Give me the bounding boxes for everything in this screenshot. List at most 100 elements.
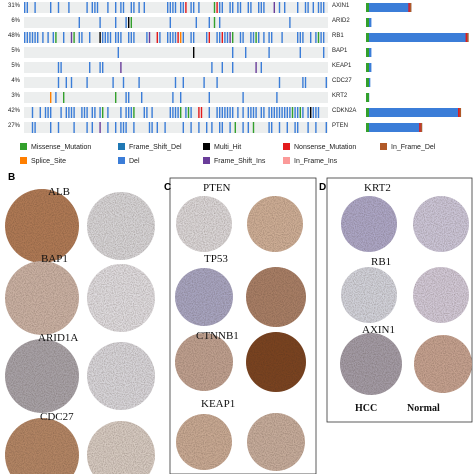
onco-alteration <box>268 107 270 118</box>
onco-alteration <box>120 107 122 118</box>
onco-alteration <box>47 32 49 43</box>
onco-alteration <box>120 122 122 133</box>
gene-krt2: KRT2 <box>332 93 348 99</box>
onco-alteration <box>315 107 317 118</box>
onco-alteration <box>193 47 195 58</box>
onco-alteration <box>323 32 325 43</box>
onco-alteration <box>57 2 60 13</box>
onco-bar-missense <box>366 33 369 42</box>
onco-alteration <box>65 107 67 118</box>
onco-alteration <box>143 107 145 118</box>
onco-alteration <box>180 2 182 13</box>
onco-alteration <box>57 62 60 73</box>
onco-alteration <box>239 2 242 13</box>
onco-alteration <box>198 2 200 13</box>
onco-alteration <box>180 107 182 118</box>
onco-alteration <box>86 122 88 133</box>
onco-alteration <box>133 32 135 43</box>
onco-alteration <box>31 107 34 118</box>
onco-alteration <box>86 77 88 88</box>
onco-alteration <box>206 32 208 43</box>
onco-alteration <box>107 107 109 118</box>
onco-alteration <box>232 107 234 118</box>
onco-alteration <box>94 2 96 13</box>
onco-alteration <box>198 122 200 133</box>
onco-alteration <box>115 32 117 43</box>
onco-alteration <box>117 47 119 58</box>
label-alb: ALB <box>48 186 70 198</box>
onco-alteration <box>216 2 218 13</box>
onco-alteration <box>125 122 127 133</box>
onco-alteration <box>284 2 286 13</box>
onco-alteration <box>182 122 184 133</box>
onco-alteration <box>312 107 314 118</box>
onco-bar <box>366 108 462 117</box>
onco-alteration <box>299 107 301 118</box>
onco-alteration <box>297 107 299 118</box>
tissue-texture <box>176 196 232 252</box>
onco-alteration <box>263 32 265 43</box>
onco-alteration <box>242 32 244 43</box>
legend-swatch <box>20 143 27 150</box>
onco-alteration <box>219 17 221 28</box>
onco-alteration <box>128 107 130 118</box>
onco-alteration <box>104 32 106 43</box>
onco-alteration <box>115 122 117 133</box>
onco-alteration <box>55 32 57 43</box>
onco-alteration <box>102 107 104 118</box>
onco-alteration <box>91 107 93 118</box>
onco-alteration <box>63 32 65 43</box>
onco-alteration <box>86 107 88 118</box>
legend-swatch <box>203 157 210 164</box>
onco-alteration <box>255 62 257 73</box>
onco-alteration <box>320 2 322 13</box>
onco-alteration <box>302 107 304 118</box>
tissue-texture <box>87 264 155 332</box>
onco-alteration <box>172 2 174 13</box>
onco-alteration <box>312 2 314 13</box>
onco-alteration <box>99 32 101 43</box>
onco-alteration <box>172 32 174 43</box>
onco-alteration <box>180 92 182 103</box>
onco-alteration <box>260 2 262 13</box>
onco-alteration <box>224 32 226 43</box>
onco-alteration <box>299 32 301 43</box>
legend-frame-shift-ins: Frame_Shift_Ins <box>203 157 265 166</box>
onco-alteration <box>70 32 73 43</box>
core-b-alb-hcc <box>5 189 79 263</box>
onco-alteration <box>276 107 278 118</box>
core-c-pten-hcc <box>176 196 232 252</box>
onco-alteration <box>120 62 122 73</box>
onco-alteration <box>107 122 109 133</box>
onco-alteration <box>31 122 34 133</box>
onco-alteration <box>190 32 192 43</box>
panel-b-label: B <box>8 172 16 183</box>
label-bap1: BAP1 <box>41 253 68 265</box>
core-c-ctnnb1-normal <box>246 332 306 392</box>
onco-alteration <box>291 107 294 118</box>
onco-bar <box>366 33 469 42</box>
onco-bar-nonsense <box>408 3 410 12</box>
onco-alteration <box>174 32 177 43</box>
onco-alteration <box>263 107 265 118</box>
onco-alteration <box>185 2 187 13</box>
tissue-texture <box>87 192 155 260</box>
onco-alteration <box>115 2 117 13</box>
onco-alteration <box>91 122 93 133</box>
pct-bap1: 5% <box>11 48 20 54</box>
onco-alteration <box>258 2 260 13</box>
onco-alteration <box>252 107 255 118</box>
label-ctnnb1: CTNNB1 <box>196 330 239 342</box>
pct-arid2: 6% <box>11 18 20 24</box>
onco-row-bg <box>24 92 328 103</box>
onco-alteration <box>294 107 296 118</box>
onco-alteration <box>99 17 101 28</box>
onco-alteration <box>239 32 242 43</box>
onco-alteration <box>232 62 234 73</box>
core-c-tp53-normal <box>246 267 306 327</box>
onco-alteration <box>219 107 221 118</box>
onco-alteration <box>250 32 252 43</box>
gene-arid2: ARID2 <box>332 18 350 24</box>
onco-alteration <box>216 77 218 88</box>
tissue-texture <box>340 333 402 395</box>
